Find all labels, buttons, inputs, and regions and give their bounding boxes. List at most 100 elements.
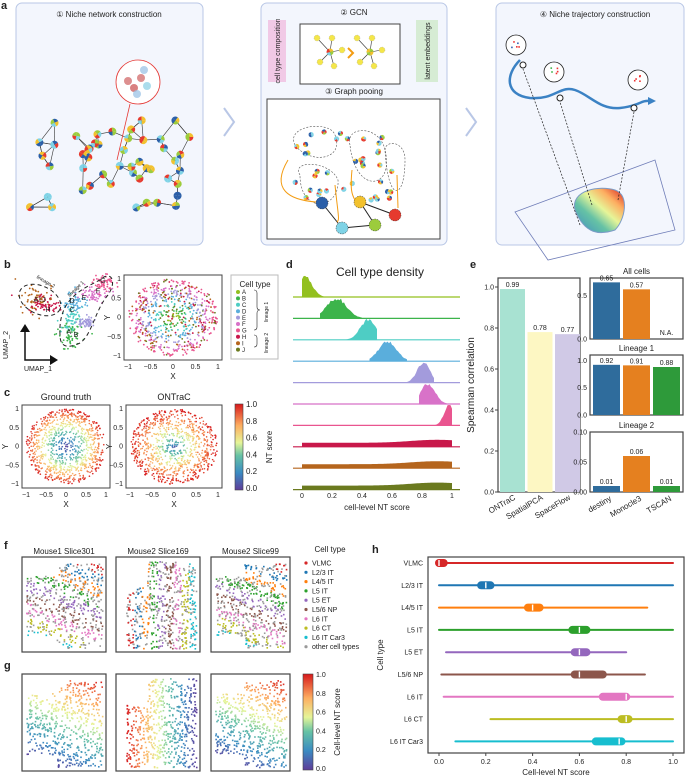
scatter-point [62,427,64,429]
pie-slice [359,160,364,163]
pie-slice [355,158,359,162]
x-tick-label: 0.4 [357,493,367,500]
scatter-point [66,443,69,446]
scatter-point [74,450,77,453]
bar [653,486,680,492]
umap-point [80,305,83,308]
pie-node [156,135,165,144]
nt-score-cell [86,692,89,694]
scatter-point [47,465,49,468]
neighbor-node [368,34,376,42]
umap-point [88,322,91,325]
scatter-point [203,451,206,453]
scatter-point [69,418,72,421]
cell-icon [140,66,148,74]
scatter-point [172,295,175,298]
scatter-point [84,454,87,457]
pie-slice [148,169,154,174]
pie-node [146,165,155,174]
scatter-point [165,353,168,356]
pie-slice [378,151,382,154]
scatter-point [135,328,138,330]
scatter-point [148,427,151,430]
scatter-point [95,455,97,457]
y-axis-label: Spearman correlation [466,337,477,433]
scatter-point [189,423,191,426]
cell-type-cell [88,642,90,645]
cell-type-cell [33,615,35,618]
pie-slice [314,168,318,172]
umap-point [57,328,59,331]
scatter-point [159,317,162,319]
umap-point [77,300,80,303]
scatter-point [101,436,103,439]
scatter-point [40,418,42,420]
scatter-point [203,460,205,463]
scatter-point [170,467,172,470]
scatter-point [81,454,83,456]
umap-point [83,297,86,300]
umap-point [34,301,37,304]
scatter-point [177,312,180,315]
scatter-point [50,476,53,479]
umap-point [50,305,52,308]
scatter-point [92,422,95,425]
scatter-point [77,450,80,453]
pie-slice [119,165,124,170]
scatter-point [33,427,35,429]
nt-score-cell [54,707,56,710]
nt-score-cell [78,682,81,685]
scatter-point [195,311,198,314]
scatter-point [174,341,177,344]
cell-type-cell [86,593,89,595]
scatter-point [170,450,173,452]
scatter-point [150,300,152,303]
scatter-point [160,313,163,316]
scatter-point [189,412,192,415]
pie-slice [79,164,84,169]
pie-slice [386,197,390,201]
scatter-point [146,443,148,446]
scatter-point [69,462,71,465]
cell-type-cell [43,577,46,580]
scatter-point [161,448,164,451]
scatter-point [48,414,51,416]
cell-type-cell [44,586,46,589]
scatter-point [201,302,204,304]
umap-axes [24,330,52,361]
pie-slice [303,153,307,157]
umap-point [78,323,81,326]
cell-type-cell [93,588,96,591]
cell-type-cell [64,583,66,586]
cell-type-cell [45,608,48,611]
scatter-point [184,334,187,337]
nt-score-cell [99,760,102,762]
nt-score-cell [100,753,102,756]
pooled-node [388,208,402,222]
umap-point [61,326,64,329]
y-tick-label: 1.0 [484,285,494,292]
scatter-point [207,301,210,304]
scatter-point [59,418,62,420]
scatter-point [178,318,181,321]
scatter-point [169,458,172,461]
cell-type-cell [78,613,80,615]
y-tick-label: 0.05 [573,460,587,467]
pie-slice [295,179,298,183]
scatter-point [138,449,140,452]
scatter-point [59,439,61,442]
cell-type-cell [27,620,30,623]
x-tick-label: 0.8 [417,493,427,500]
nt-score-cell [80,682,83,684]
neighbor-node [370,62,378,70]
pie-slice [78,186,83,191]
pie-node [377,179,384,185]
scatter-point [167,330,170,333]
scatter-point [171,423,174,426]
density-ridge [431,404,452,426]
scatter-point [195,453,198,456]
scatter-point [154,317,157,320]
scatter-point [135,301,138,303]
nt-score-cell [100,681,103,684]
nt-score-cell [91,691,94,694]
